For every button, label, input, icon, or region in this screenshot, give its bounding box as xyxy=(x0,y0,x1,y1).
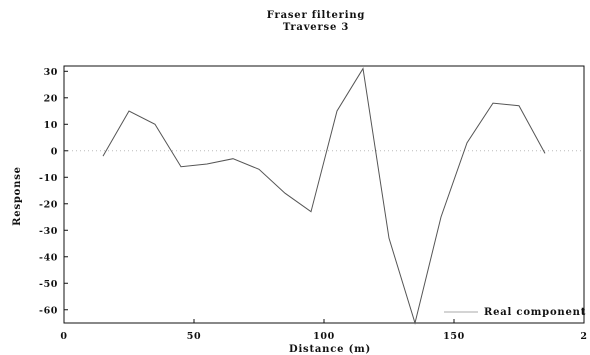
y-tick-label: -10 xyxy=(39,173,58,184)
y-tick-label: -50 xyxy=(39,279,58,290)
y-tick-label: -30 xyxy=(39,226,58,237)
x-tick-label: 100 xyxy=(313,331,335,342)
x-axis-label: Distance (m) xyxy=(289,344,371,355)
y-tick-label: 30 xyxy=(44,67,58,78)
y-tick-label: 10 xyxy=(44,120,58,131)
legend-label: Real component xyxy=(484,307,586,318)
x-tick-label: 2 xyxy=(580,331,587,342)
legend: Real component xyxy=(444,307,586,318)
x-tick-label: 150 xyxy=(443,331,465,342)
y-axis-ticks: 30 20 10 0 -10 -20 -30 -40 -50 -60 xyxy=(39,67,68,316)
y-tick-label: -20 xyxy=(39,199,58,210)
y-tick-label: 0 xyxy=(51,146,58,157)
series-line-real-component xyxy=(102,67,546,325)
chart-subtitle: Traverse 3 xyxy=(283,22,349,33)
x-axis-ticks: 0 50 100 150 2 xyxy=(60,319,587,342)
y-tick-label: -60 xyxy=(39,305,58,316)
x-tick-label: 50 xyxy=(187,331,201,342)
x-tick-label: 0 xyxy=(60,331,67,342)
chart-title: Fraser filtering xyxy=(267,10,365,21)
y-tick-label: 20 xyxy=(44,93,58,104)
y-tick-label: -40 xyxy=(39,252,58,263)
y-axis-label: Response xyxy=(12,166,23,226)
